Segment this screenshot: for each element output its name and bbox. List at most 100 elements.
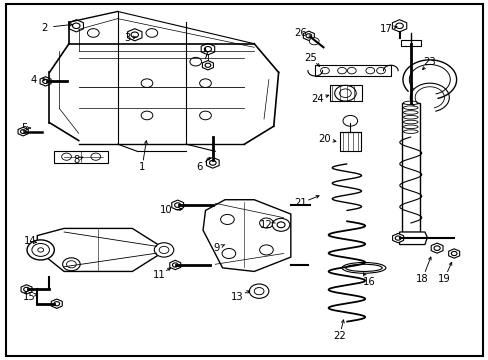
Polygon shape	[51, 299, 62, 309]
Text: 15: 15	[22, 292, 35, 302]
Circle shape	[54, 302, 60, 306]
Circle shape	[189, 57, 201, 66]
Text: 2: 2	[41, 23, 48, 33]
Text: 26: 26	[294, 28, 306, 38]
Text: 17: 17	[379, 24, 391, 35]
Text: 20: 20	[318, 134, 330, 144]
Bar	[339, 132, 360, 151]
Ellipse shape	[403, 130, 417, 134]
Circle shape	[222, 248, 235, 258]
Polygon shape	[69, 20, 83, 32]
Circle shape	[154, 243, 173, 257]
Ellipse shape	[403, 125, 417, 129]
Polygon shape	[448, 249, 459, 258]
Circle shape	[141, 111, 153, 120]
Ellipse shape	[345, 264, 382, 271]
Text: 1: 1	[139, 162, 145, 172]
Polygon shape	[391, 20, 406, 32]
Text: 21: 21	[294, 198, 306, 208]
Circle shape	[309, 38, 319, 45]
Text: 4: 4	[31, 75, 37, 85]
Ellipse shape	[341, 262, 385, 273]
Polygon shape	[315, 65, 390, 76]
Circle shape	[209, 160, 216, 165]
Circle shape	[249, 284, 268, 298]
Circle shape	[141, 79, 153, 87]
Circle shape	[38, 248, 43, 252]
Polygon shape	[202, 60, 213, 70]
Polygon shape	[54, 150, 108, 163]
Circle shape	[72, 23, 80, 28]
Ellipse shape	[403, 111, 417, 114]
Ellipse shape	[403, 106, 417, 109]
Circle shape	[27, 240, 54, 260]
Polygon shape	[171, 200, 183, 210]
Polygon shape	[430, 243, 442, 253]
Circle shape	[172, 263, 178, 267]
Circle shape	[146, 29, 158, 37]
Text: 23: 23	[423, 57, 435, 67]
Circle shape	[62, 258, 80, 271]
Text: 22: 22	[332, 331, 345, 341]
Circle shape	[395, 23, 403, 28]
Circle shape	[131, 32, 138, 37]
Circle shape	[66, 261, 76, 268]
Text: 12: 12	[260, 220, 272, 230]
Text: 8: 8	[73, 155, 79, 165]
Text: 18: 18	[415, 274, 428, 284]
Circle shape	[91, 153, 101, 160]
Polygon shape	[201, 43, 214, 55]
Text: 19: 19	[437, 274, 450, 284]
Bar	[401, 103, 419, 232]
Circle shape	[365, 67, 374, 74]
Circle shape	[220, 215, 234, 225]
Polygon shape	[303, 31, 314, 41]
Text: 16: 16	[362, 277, 374, 287]
Ellipse shape	[403, 101, 417, 105]
Text: 25: 25	[304, 53, 316, 63]
Text: 9: 9	[213, 243, 220, 253]
Text: 10: 10	[160, 206, 172, 216]
Text: 13: 13	[230, 292, 243, 302]
Circle shape	[433, 246, 439, 251]
Circle shape	[174, 203, 181, 207]
Circle shape	[204, 46, 211, 52]
Polygon shape	[37, 228, 166, 271]
Circle shape	[342, 116, 357, 126]
Text: 5: 5	[21, 123, 27, 133]
Circle shape	[272, 219, 289, 231]
Text: 24: 24	[311, 94, 323, 104]
Circle shape	[42, 79, 48, 84]
Circle shape	[305, 34, 311, 38]
Polygon shape	[21, 285, 32, 294]
Circle shape	[337, 67, 346, 74]
Bar	[329, 85, 361, 101]
Text: 11: 11	[152, 270, 165, 280]
Text: 7: 7	[202, 51, 208, 61]
Circle shape	[254, 288, 263, 294]
Circle shape	[277, 222, 285, 228]
Circle shape	[20, 130, 26, 134]
Circle shape	[23, 287, 29, 292]
Polygon shape	[206, 157, 219, 168]
Circle shape	[376, 67, 385, 74]
Polygon shape	[169, 260, 181, 270]
Circle shape	[450, 251, 456, 256]
Circle shape	[87, 29, 99, 37]
Polygon shape	[127, 29, 142, 41]
Circle shape	[32, 243, 49, 256]
Polygon shape	[203, 200, 290, 271]
Circle shape	[259, 245, 273, 255]
Polygon shape	[399, 232, 427, 244]
Circle shape	[61, 153, 71, 160]
Text: 6: 6	[196, 162, 203, 172]
Circle shape	[159, 246, 168, 253]
Circle shape	[339, 89, 350, 98]
Circle shape	[199, 111, 211, 120]
Circle shape	[259, 218, 273, 228]
Circle shape	[346, 67, 355, 74]
Ellipse shape	[403, 116, 417, 119]
Text: 14: 14	[23, 236, 36, 246]
Polygon shape	[18, 127, 28, 136]
Polygon shape	[392, 233, 403, 243]
